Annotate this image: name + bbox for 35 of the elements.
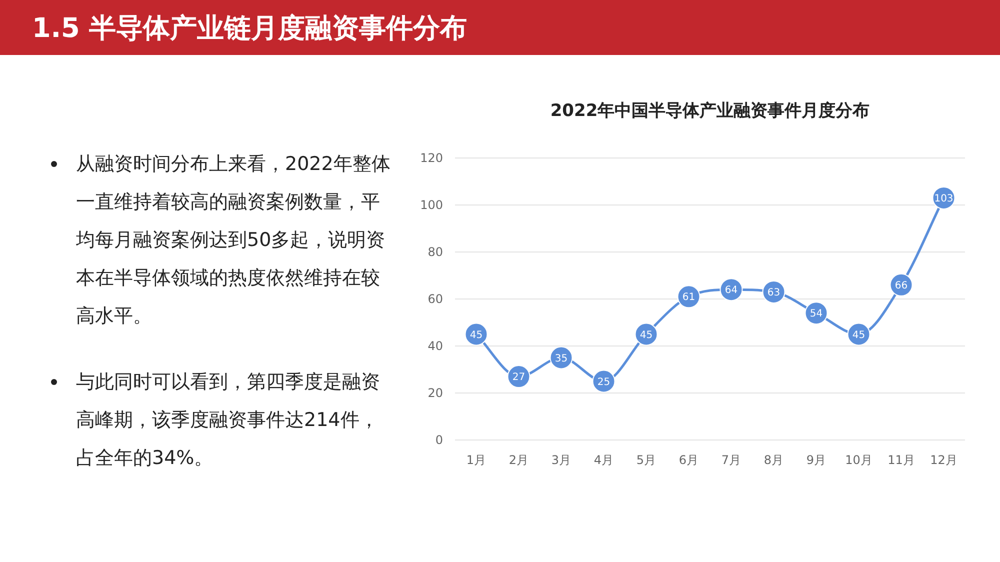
y-tick-label: 40 (428, 339, 443, 353)
x-tick-label: 2月 (508, 453, 529, 467)
data-label: 27 (512, 372, 526, 384)
x-tick-label: 12月 (930, 453, 958, 467)
x-tick-label: 10月 (845, 453, 872, 467)
y-tick-label: 120 (420, 151, 443, 165)
y-tick-label: 0 (435, 433, 443, 447)
data-label: 66 (894, 280, 908, 292)
y-tick-label: 100 (420, 198, 443, 212)
data-label: 45 (640, 330, 653, 341)
x-tick-label: 11月 (888, 453, 915, 467)
y-tick-label: 80 (428, 245, 443, 259)
data-label: 64 (724, 285, 738, 296)
y-tick-label: 20 (428, 386, 443, 400)
y-tick-label: 60 (428, 292, 443, 306)
data-label: 103 (934, 193, 954, 204)
data-label: 61 (682, 292, 696, 304)
chart-subtitle: 2022年中国半导体产业融资事件月度分布 (550, 101, 870, 121)
chart-title: 1.5 半导体产业链月度融资事件分布 (32, 12, 468, 46)
x-tick-label: 6月 (678, 453, 699, 467)
text: 与此同时可以看到，第四季度是融资高峰期，该季度融资事件达214件，占全年的34%。 (76, 371, 380, 469)
text: 从融资时间分布上来看，2022年整体一直维持着较高的融资案例数量，平均每月融资案例达到50多起，说明资本在半导体领域的热度依然维持在较高水平。 (76, 153, 390, 327)
x-tick-label: 5月 (636, 453, 656, 467)
data-label: 35 (554, 353, 568, 364)
x-tick-label: 3月 (551, 453, 572, 467)
data-label: 63 (767, 287, 780, 298)
data-label: 54 (810, 308, 823, 320)
x-tick-label: 7月 (721, 453, 742, 467)
data-label: 45 (852, 330, 866, 341)
x-tick-label: 9月 (806, 453, 826, 467)
data-label: 25 (597, 376, 610, 388)
x-tick-label: 4月 (594, 453, 614, 467)
data-label: 45 (470, 330, 483, 341)
x-tick-label: 1月 (466, 453, 486, 467)
x-tick-label: 8月 (764, 453, 784, 467)
